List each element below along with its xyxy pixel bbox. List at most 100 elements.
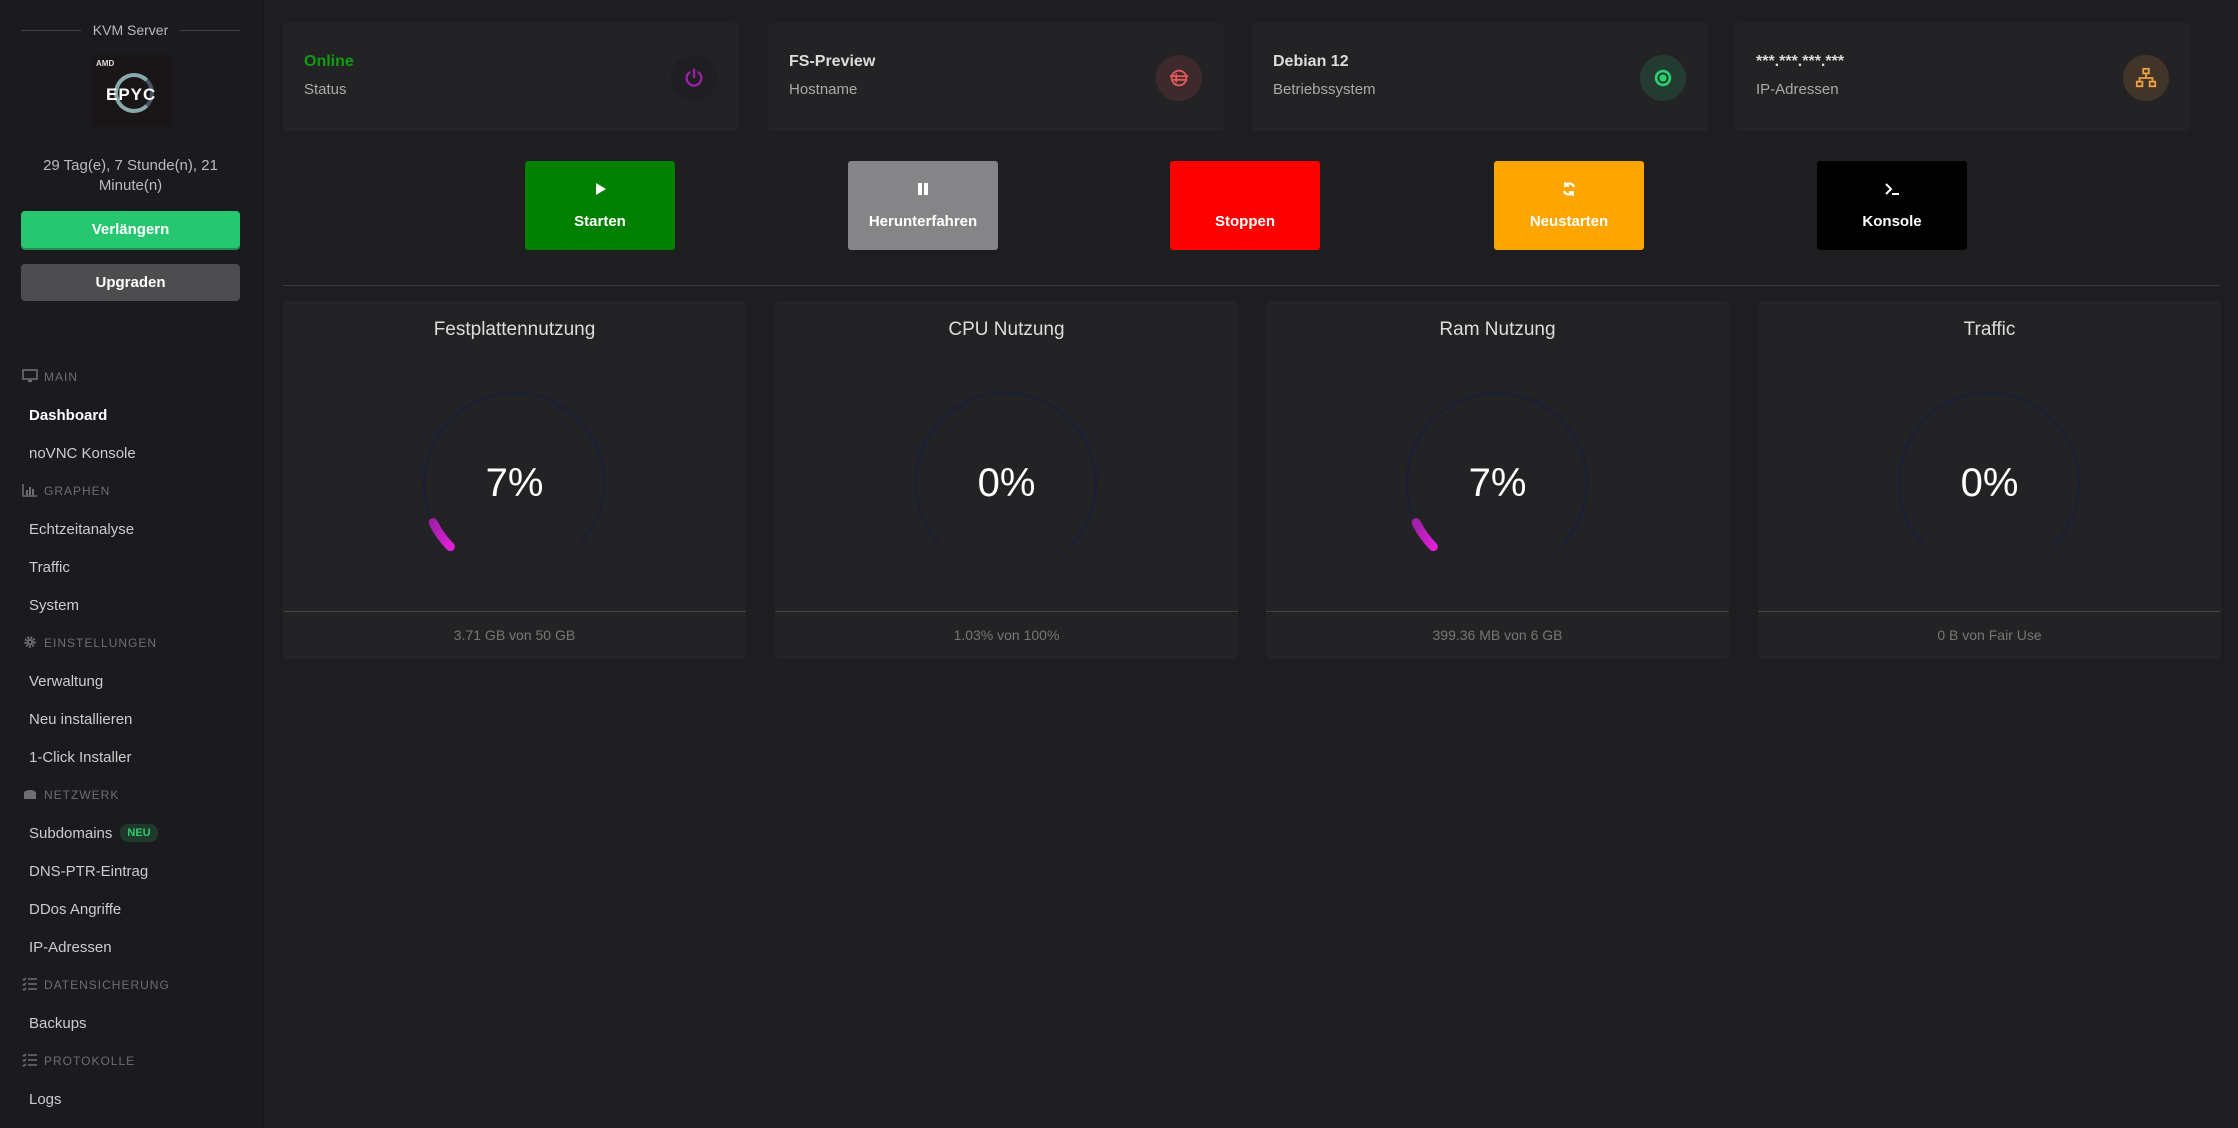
section-title: MAIN xyxy=(44,370,78,384)
sidebar-item-novnc-konsole[interactable]: noVNC Konsole xyxy=(0,434,264,472)
network-icon xyxy=(22,787,38,804)
gauge-ring xyxy=(914,391,1098,548)
gauge-track xyxy=(914,391,1098,548)
gauge-detail: 399.36 MB von 6 GB xyxy=(1432,627,1563,643)
divider xyxy=(1266,611,1729,612)
gauge-percent: 7% xyxy=(485,461,544,505)
neustarten-button[interactable]: Neustarten xyxy=(1494,161,1644,250)
gauge-detail: 3.71 GB von 50 GB xyxy=(453,627,576,643)
action-label: Neustarten xyxy=(1529,213,1609,230)
action-label: Stoppen xyxy=(1215,213,1275,230)
info-card-ip-adressen: ***.***.***.*** IP-Adressen xyxy=(1735,23,2191,131)
sidebar-item-label: Verwaltung xyxy=(29,672,104,690)
info-label: IP-Adressen xyxy=(1756,81,1839,98)
section-title: DATENSICHERUNG xyxy=(44,978,170,992)
gauge-card-festplattennutzung: Festplattennutzung 7% 3.71 GB von 50 GB xyxy=(283,301,746,659)
info-value: Debian 12 xyxy=(1273,53,1349,70)
sidebar-item-label: Backups xyxy=(29,1014,87,1032)
sidebar-item-dashboard[interactable]: Dashboard xyxy=(0,396,264,434)
checklist-icon xyxy=(22,1052,38,1070)
sidebar-item-label: Logs xyxy=(29,1090,62,1108)
nav-section-einstellungen: EINSTELLUNGEN xyxy=(0,624,264,662)
sidebar-item-system[interactable]: System xyxy=(0,586,264,624)
upgrade-button[interactable]: Upgraden xyxy=(21,264,240,301)
stoppen-button[interactable]: Stoppen xyxy=(1170,161,1320,250)
terminal-icon xyxy=(1884,181,1900,201)
power-icon xyxy=(671,55,717,101)
divider xyxy=(283,611,746,612)
sidebar-item-label: System xyxy=(29,596,80,614)
sidebar-item-traffic[interactable]: Traffic xyxy=(0,548,264,586)
sidebar-item-dns-ptr-eintrag[interactable]: DNS-PTR-Eintrag xyxy=(0,852,264,890)
nav-section-main: MAIN xyxy=(0,358,264,396)
sidebar-item-ip-adressen[interactable]: IP-Adressen xyxy=(0,928,264,966)
sidebar-item-label: DDos Angriffe xyxy=(29,900,122,918)
sidebar-item-echtzeitanalyse[interactable]: Echtzeitanalyse xyxy=(0,510,264,548)
sidebar-item-label: 1-Click Installer xyxy=(29,748,132,766)
nav-section-datensicherung: DATENSICHERUNG xyxy=(0,966,264,1004)
sidebar-item-logs[interactable]: Logs xyxy=(0,1080,264,1118)
gauge-title: Traffic xyxy=(1963,319,2016,340)
gauge-card-traffic: Traffic 0% 0 B von Fair Use xyxy=(1758,301,2221,659)
sidebar-item-subdomains[interactable]: Subdomains NEU xyxy=(0,814,264,852)
gauge-detail: 1.03% von 100% xyxy=(953,627,1060,643)
divider xyxy=(775,611,1238,612)
monitor-icon xyxy=(22,368,38,386)
pause-icon xyxy=(915,181,931,201)
nav-section-graphen: GRAPHEN xyxy=(0,472,264,510)
section-title: NETZWERK xyxy=(44,788,120,802)
gauge-fill xyxy=(1411,518,1438,552)
gauge-ring xyxy=(422,391,606,552)
sidebar-item-ddos-angriffe[interactable]: DDos Angriffe xyxy=(0,890,264,928)
gauge-percent: 7% xyxy=(1468,461,1527,505)
new-badge: NEU xyxy=(120,824,158,842)
action-label: Starten xyxy=(574,213,626,230)
chart-icon xyxy=(22,483,38,500)
info-card-betriebssystem: Debian 12 Betriebssystem xyxy=(1252,23,1708,131)
cpu-logo: AMD EPYC xyxy=(92,55,172,127)
section-title: EINSTELLUNGEN xyxy=(44,636,158,650)
info-value: Online xyxy=(304,53,354,70)
sidebar-item-label: Subdomains xyxy=(29,824,113,842)
sidebar-item-1-click-installer[interactable]: 1-Click Installer xyxy=(0,738,264,776)
os-icon xyxy=(1640,55,1686,101)
herunterfahren-button[interactable]: Herunterfahren xyxy=(848,161,998,250)
checklist-icon xyxy=(22,976,38,994)
gauge-card-cpu-nutzung: CPU Nutzung 0% 1.03% von 100% xyxy=(775,301,1238,659)
gauge-percent: 0% xyxy=(1960,461,2019,505)
network-icon xyxy=(2123,55,2169,101)
starten-button[interactable]: Starten xyxy=(525,161,675,250)
sidebar-item-label: noVNC Konsole xyxy=(29,444,136,462)
divider xyxy=(283,285,2220,286)
action-label: Herunterfahren xyxy=(868,213,978,230)
gauge-title: Ram Nutzung xyxy=(1439,319,1556,340)
action-label: Konsole xyxy=(1862,213,1922,230)
info-label: Betriebssystem xyxy=(1273,81,1376,98)
uptime-text: 29 Tag(e), 7 Stunde(n), 21 Minute(n) xyxy=(43,157,218,194)
sidebar-item-label: DNS-PTR-Eintrag xyxy=(29,862,149,880)
info-value: FS-Preview xyxy=(789,53,876,70)
nav-section-netzwerk: NETZWERK xyxy=(0,776,264,814)
gauge-percent: 0% xyxy=(977,461,1036,505)
gauge-ring xyxy=(1897,391,2081,548)
gauge-track xyxy=(422,391,606,548)
gauge-card-ram-nutzung: Ram Nutzung 7% 399.36 MB von 6 GB xyxy=(1266,301,1729,659)
refresh-icon xyxy=(1561,181,1577,201)
section-title: PROTOKOLLE xyxy=(44,1054,136,1068)
konsole-button[interactable]: Konsole xyxy=(1817,161,1967,250)
info-card-status: Online Status xyxy=(283,23,739,131)
sidebar-item-label: IP-Adressen xyxy=(29,938,112,956)
gauge-ring xyxy=(1405,391,1589,552)
gauge-detail: 0 B von Fair Use xyxy=(1937,627,2042,643)
section-title: GRAPHEN xyxy=(44,484,111,498)
sidebar: KVM Server AMD EPYC 29 Tag(e), 7 Stunde(n… xyxy=(0,0,264,1128)
product-heading: KVM Server xyxy=(21,22,240,38)
gauge-title: Festplattennutzung xyxy=(433,319,596,340)
sidebar-item-neu-installieren[interactable]: Neu installieren xyxy=(0,700,264,738)
sidebar-item-verwaltung[interactable]: Verwaltung xyxy=(0,662,264,700)
gauge-track xyxy=(1405,391,1589,548)
sidebar-item-label: Neu installieren xyxy=(29,710,133,728)
gauge-fill xyxy=(428,518,455,552)
extend-button[interactable]: Verlängern xyxy=(21,211,240,248)
sidebar-item-backups[interactable]: Backups xyxy=(0,1004,264,1042)
